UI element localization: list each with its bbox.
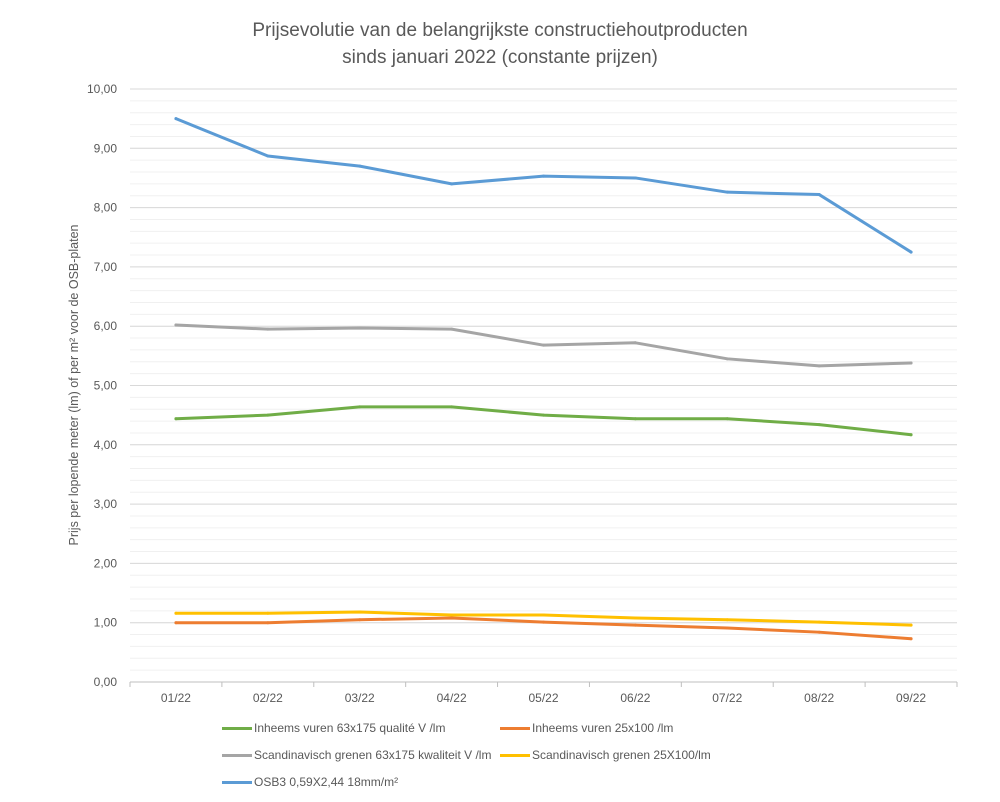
legend-swatch (222, 753, 252, 757)
y-tick-label: 8,00 (94, 201, 118, 215)
y-tick-label: 7,00 (94, 260, 118, 274)
chart-title-line1: Prijsevolutie van de belangrijkste const… (252, 20, 748, 41)
data-point (358, 405, 362, 409)
data-point (266, 327, 270, 331)
data-point (633, 623, 637, 627)
legend-item-0: Inheems vuren 63x175 qualité V /lm (222, 721, 445, 735)
y-tick-label: 10,00 (87, 82, 117, 96)
x-tick-label: 08/22 (804, 691, 834, 705)
x-tick-label: 06/22 (620, 691, 650, 705)
legend-label: Scandinavisch grenen 25X100/lm (532, 748, 711, 762)
y-tick-label: 0,00 (94, 675, 118, 689)
data-point (174, 417, 178, 421)
y-tick-label: 1,00 (94, 616, 118, 630)
legend-label: OSB3 0,59X2,44 18mm/m² (254, 775, 399, 789)
data-point (450, 327, 454, 331)
data-point (174, 323, 178, 327)
data-point (725, 357, 729, 361)
x-tick-label: 05/22 (528, 691, 558, 705)
legend-item-2: Scandinavisch grenen 63x175 kwaliteit V … (222, 748, 491, 762)
data-point (633, 417, 637, 421)
data-point (909, 637, 913, 641)
legend-item-3: Scandinavisch grenen 25X100/lm (500, 748, 711, 762)
data-point (450, 613, 454, 617)
data-point (450, 182, 454, 186)
legend-swatch (500, 726, 530, 730)
legend-swatch (500, 753, 530, 757)
data-point (542, 413, 545, 417)
data-point (909, 433, 913, 437)
x-tick-label: 04/22 (437, 691, 467, 705)
data-point (817, 193, 821, 197)
data-point (450, 616, 454, 620)
data-point (542, 613, 545, 617)
data-point (266, 621, 270, 625)
data-point (358, 326, 362, 330)
x-tick-label: 02/22 (253, 691, 283, 705)
data-point (174, 611, 178, 615)
y-tick-label: 9,00 (94, 141, 118, 155)
data-point (174, 117, 178, 121)
legend-swatch (222, 726, 252, 730)
data-point (725, 626, 729, 630)
data-point (909, 250, 913, 254)
x-tick-label: 01/22 (161, 691, 191, 705)
data-point (266, 611, 270, 615)
data-point (909, 623, 913, 627)
legend-label: Scandinavisch grenen 63x175 kwaliteit V … (254, 748, 492, 762)
legend-swatch (222, 780, 252, 784)
legend-item-1: Inheems vuren 25x100 /lm (500, 721, 673, 735)
data-point (542, 343, 545, 347)
y-tick-label: 4,00 (94, 438, 118, 452)
series-line-4 (174, 117, 913, 254)
data-point (725, 190, 729, 194)
data-point (358, 164, 362, 168)
chart-title-line2: sinds januari 2022 (constante prijzen) (342, 47, 658, 68)
data-point (358, 610, 362, 614)
data-point (358, 618, 362, 622)
data-point (817, 630, 821, 634)
data-point (817, 423, 821, 427)
data-point (266, 413, 270, 417)
data-point (725, 618, 729, 622)
x-tick-label: 09/22 (896, 691, 926, 705)
y-tick-label: 6,00 (94, 319, 118, 333)
legend-label: Inheems vuren 25x100 /lm (532, 721, 674, 735)
data-point (633, 616, 637, 620)
y-tick-label: 5,00 (94, 379, 118, 393)
y-tick-label: 2,00 (94, 556, 118, 570)
y-tick-label: 3,00 (94, 497, 118, 511)
data-point (450, 405, 454, 409)
data-point (542, 174, 545, 178)
legend-item-4: OSB3 0,59X2,44 18mm/m² (222, 775, 398, 789)
data-point (174, 621, 178, 625)
data-point (542, 620, 545, 624)
data-point (633, 341, 637, 345)
x-tick-label: 07/22 (712, 691, 742, 705)
legend-label: Inheems vuren 63x175 qualité V /lm (254, 721, 446, 735)
data-point (725, 417, 729, 421)
data-point (633, 176, 637, 180)
data-point (909, 361, 913, 365)
x-tick-label: 03/22 (345, 691, 375, 705)
data-point (266, 154, 270, 158)
data-point (817, 620, 821, 624)
data-point (817, 364, 821, 368)
